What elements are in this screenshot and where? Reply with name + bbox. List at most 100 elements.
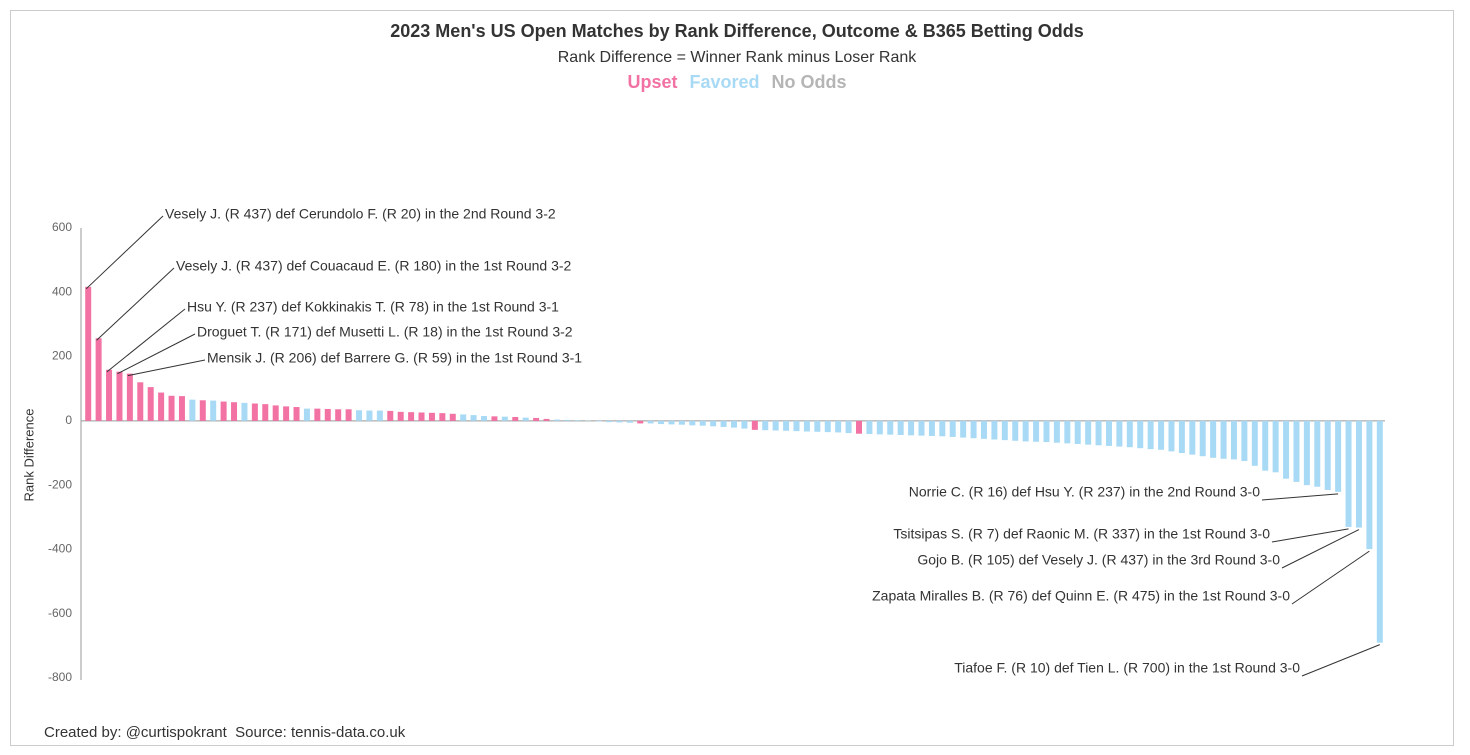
bar — [606, 420, 613, 423]
bar — [231, 402, 238, 421]
bar — [397, 411, 404, 421]
bar — [1262, 420, 1269, 471]
bar — [814, 420, 821, 432]
bar — [1251, 420, 1258, 466]
bar — [137, 382, 144, 421]
bar — [1064, 420, 1071, 444]
bar — [783, 420, 790, 431]
bar — [491, 416, 498, 421]
bar — [366, 410, 373, 421]
annotation-leader — [1291, 550, 1370, 605]
bar — [251, 403, 258, 421]
bar — [1210, 420, 1217, 458]
legend-entry: Upset — [627, 72, 677, 92]
bar — [168, 395, 175, 421]
bar — [626, 420, 633, 423]
bar — [272, 405, 279, 421]
bar — [241, 402, 248, 421]
bar — [1230, 420, 1237, 460]
bar — [106, 369, 113, 421]
bar — [1293, 420, 1300, 482]
bar — [210, 400, 217, 421]
bar — [1137, 420, 1144, 449]
bar — [178, 396, 185, 421]
y-tick-label: 600 — [52, 220, 72, 234]
annotation-leader — [106, 308, 186, 373]
bar — [553, 419, 560, 421]
bar — [1366, 420, 1373, 550]
y-tick-label: 200 — [52, 349, 72, 363]
bar — [668, 420, 675, 425]
annotation-leader — [85, 215, 164, 290]
y-tick-label: -800 — [48, 670, 72, 684]
bar — [116, 371, 123, 421]
bar — [418, 412, 425, 421]
bar — [1116, 420, 1123, 447]
bar — [1085, 420, 1092, 445]
bar — [1283, 420, 1290, 479]
annotation: Zapata Miralles B. (R 76) def Quinn E. (… — [872, 588, 1290, 604]
bar — [481, 416, 488, 421]
annotation-leader — [96, 267, 175, 341]
bar — [1189, 420, 1196, 455]
bar — [897, 420, 904, 435]
bar — [1178, 420, 1185, 453]
bar — [876, 420, 883, 435]
y-tick-label: -600 — [48, 606, 72, 620]
bar — [356, 410, 363, 421]
bar — [470, 415, 477, 421]
bar — [793, 420, 800, 432]
bar — [449, 413, 456, 421]
bar — [689, 420, 696, 426]
bar — [710, 420, 717, 427]
annotation: Vesely J. (R 437) def Cerundolo F. (R 20… — [165, 206, 556, 222]
bar — [835, 420, 842, 433]
y-tick-label: -400 — [48, 542, 72, 556]
bar — [1105, 420, 1112, 446]
annotation: Tiafoe F. (R 10) def Tien L. (R 700) in … — [954, 660, 1300, 676]
bar — [387, 410, 394, 421]
legend-entry: Favored — [689, 72, 759, 92]
bar — [751, 420, 758, 430]
bar — [1199, 420, 1206, 457]
y-axis-label: Rank Difference — [21, 409, 36, 502]
bar — [1022, 420, 1029, 442]
chart-subtitle: Rank Difference = Winner Rank minus Lose… — [558, 49, 918, 66]
annotation-leader — [117, 333, 196, 375]
annotation: Vesely J. (R 437) def Couacaud E. (R 180… — [176, 258, 572, 274]
bar — [855, 420, 862, 434]
bar — [1168, 420, 1175, 452]
annotation: Droguet T. (R 171) def Musetti L. (R 18)… — [197, 324, 573, 340]
chart-title: 2023 Men's US Open Matches by Rank Diffe… — [390, 21, 1083, 41]
bar — [803, 420, 810, 432]
bar — [1376, 420, 1383, 643]
bar — [512, 417, 519, 421]
bar — [949, 420, 956, 437]
bar — [439, 413, 446, 421]
bar — [595, 420, 602, 422]
chart-frame — [10, 10, 1454, 746]
bar — [928, 420, 935, 436]
bar — [1158, 420, 1165, 450]
bar — [1053, 420, 1060, 443]
bar — [1095, 420, 1102, 446]
annotation-leader — [1271, 528, 1349, 543]
bar — [501, 416, 508, 421]
bar — [1303, 420, 1310, 486]
bar — [731, 420, 737, 428]
bar — [720, 420, 727, 427]
annotation: Norrie C. (R 16) def Hsu Y. (R 237) in t… — [909, 484, 1260, 500]
bar — [345, 409, 352, 421]
bar — [543, 418, 550, 421]
bar — [262, 404, 269, 421]
bar — [970, 420, 977, 439]
y-tick-label: 0 — [65, 413, 72, 427]
bar — [564, 419, 571, 421]
bar — [1355, 420, 1362, 528]
bar — [616, 420, 623, 423]
bar — [678, 420, 685, 425]
bar — [408, 412, 415, 421]
bar — [980, 420, 987, 439]
bar — [376, 410, 383, 421]
